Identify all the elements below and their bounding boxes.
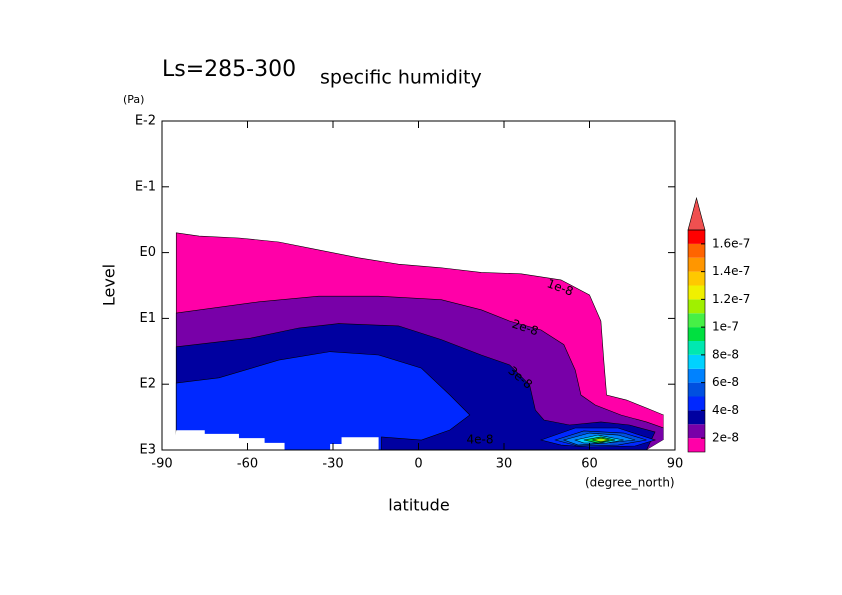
colorbar-band <box>688 257 705 272</box>
y-tick-label: E3 <box>140 443 157 458</box>
x-unit: (degree_north) <box>585 476 675 490</box>
colorbar-band <box>688 327 705 341</box>
y-tick-label: E0 <box>140 245 157 260</box>
colorbar-band <box>688 341 705 355</box>
colorbar-band <box>688 438 705 452</box>
colorbar-tick-label: 1e-7 <box>712 320 739 334</box>
x-tick-label: -30 <box>322 457 343 472</box>
x-tick-label: -60 <box>237 457 258 472</box>
colorbar-band <box>688 368 705 383</box>
chart-title: Ls=285-300 <box>162 57 296 82</box>
colorbar-band <box>688 299 705 314</box>
colorbar-tick-label: 1.4e-7 <box>712 264 750 278</box>
colorbar-band <box>688 271 705 286</box>
colorbar-band <box>688 382 705 397</box>
missing-region <box>646 439 675 450</box>
x-tick-label: 0 <box>414 457 422 472</box>
x-tick-label: 60 <box>581 457 598 472</box>
missing-region <box>173 430 285 450</box>
x-axis-label: latitude <box>388 496 449 515</box>
colorbar-band <box>688 410 705 425</box>
variable-name: specific humidity <box>320 67 482 89</box>
y-unit: (Pa) <box>123 93 144 106</box>
colorbar-band <box>688 396 705 411</box>
colorbar-extend <box>687 196 706 231</box>
colorbar-band <box>688 313 705 328</box>
missing-region <box>330 437 379 450</box>
colorbar-band <box>688 230 705 244</box>
colorbar-tick-label: 2e-8 <box>712 431 739 445</box>
y-tick-label: E-2 <box>135 114 156 129</box>
contour-region <box>175 351 471 450</box>
colorbar-tick-label: 1.2e-7 <box>712 292 750 306</box>
colorbar-tick-label: 8e-8 <box>712 347 739 361</box>
colorbar-tick-label: 6e-8 <box>712 375 739 389</box>
colorbar-band <box>688 285 705 300</box>
colorbar-band <box>688 424 705 439</box>
x-tick-label: 90 <box>667 457 684 472</box>
y-tick-label: E2 <box>140 377 157 392</box>
x-tick-label: 30 <box>496 457 513 472</box>
missing-region <box>663 415 675 450</box>
colorbar-tick-label: 4e-8 <box>712 403 739 417</box>
colorbar-band <box>688 354 705 369</box>
colorbar-frame <box>687 229 706 453</box>
contour-label: 4e-8 <box>467 433 494 447</box>
colorbar-band <box>688 243 705 258</box>
y-tick-label: E1 <box>140 311 157 326</box>
colorbar-tick-label: 1.6e-7 <box>712 236 750 250</box>
contour-region <box>592 437 610 443</box>
y-tick-label: E-1 <box>135 179 156 194</box>
y-axis-label: Level <box>100 264 119 306</box>
x-tick-label: -90 <box>151 457 172 472</box>
